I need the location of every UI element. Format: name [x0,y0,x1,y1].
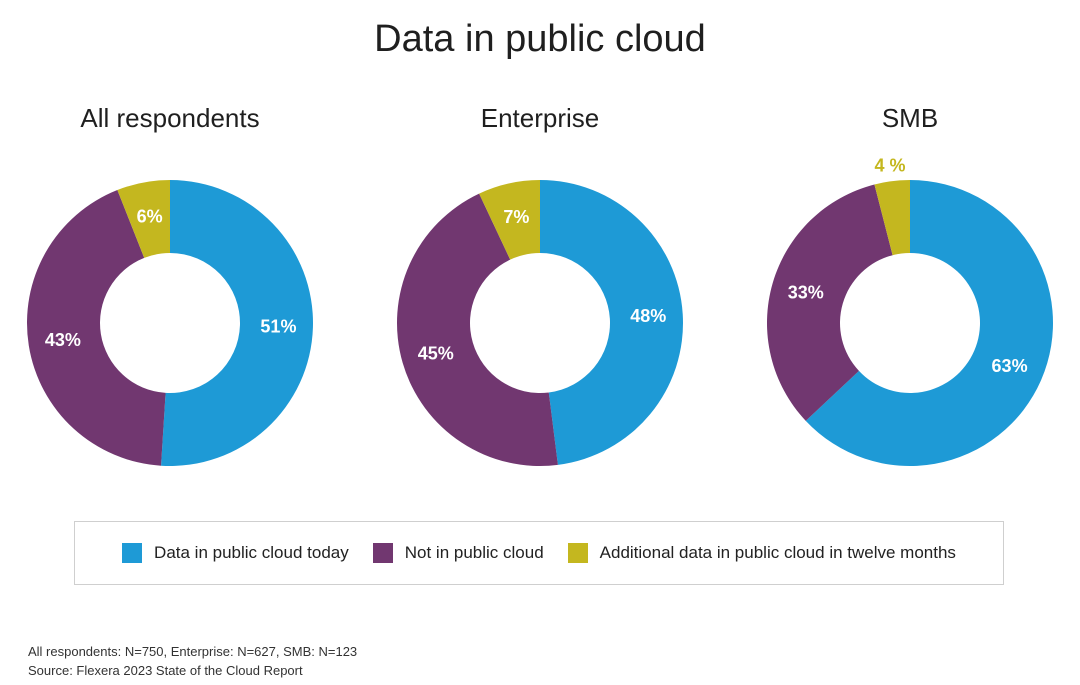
data-label-enterprise-not: 45% [418,343,454,363]
slice-smb-additional [874,180,910,256]
legend-label-today: Data in public cloud today [154,543,349,562]
legend-swatch-not [372,543,393,563]
data-label-all-respondents-today: 51% [260,316,296,336]
legend-swatch-additional [567,543,588,563]
data-label-smb-today: 63% [992,356,1028,376]
legend-item-today: Data in public cloud today [122,543,349,563]
chart-title-enterprise: Enterprise [480,103,600,133]
legend-label-additional: Additional data in public cloud in twelv… [599,543,956,562]
slice-all-respondents-additional [117,180,170,258]
legend-label-not: Not in public cloud [404,543,544,562]
legend-item-additional: Additional data in public cloud in twelv… [567,543,956,563]
data-label-smb-not: 33% [788,283,824,303]
legend-swatch-today [122,543,143,563]
donut-chart-smb: 63% 33% 4 % [767,155,1053,466]
slice-smb-not [767,184,893,421]
footnote-source: Source: Flexera 2023 State of the Cloud … [28,663,303,678]
donut-chart-enterprise: 48% 45% 7% [396,180,684,466]
footnote-sample-sizes: All respondents: N=750, Enterprise: N=62… [28,644,358,659]
slice-smb-today [805,180,1053,466]
slice-all-respondents-not [26,190,166,466]
slice-enterprise-today [540,180,684,465]
data-label-enterprise-today: 48% [630,306,666,326]
page-title: Data in public cloud [374,18,706,60]
chart-legend: Data in public cloud today Not in public… [74,521,1004,585]
data-label-smb-additional: 4 % [875,155,906,175]
legend-item-not: Not in public cloud [372,543,544,563]
chart-title-all-respondents: All respondents [80,103,260,133]
slice-enterprise-additional [479,180,540,260]
data-label-all-respondents-additional: 6% [137,206,163,226]
chart-title-smb: SMB [881,103,939,133]
data-label-all-respondents-not: 43% [45,330,81,350]
donut-chart-all-respondents: 51% 43% 6% [26,180,313,466]
slice-enterprise-not [396,193,558,466]
data-label-enterprise-additional: 7% [503,207,529,227]
slice-all-respondents-today [161,180,313,466]
